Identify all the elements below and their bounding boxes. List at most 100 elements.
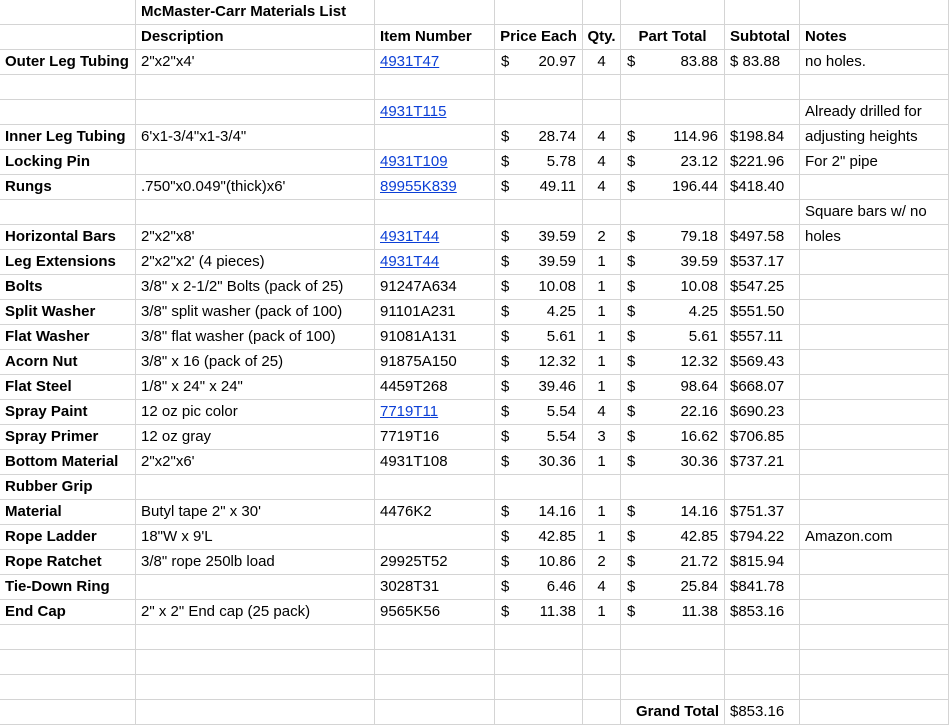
- item-number-link[interactable]: 4931T47: [380, 53, 440, 70]
- table-cell-sub: $569.43: [725, 350, 800, 375]
- table-cell-item: 3028T31: [375, 575, 495, 600]
- table-cell-item[interactable]: 4931T109: [375, 150, 495, 175]
- currency-symbol: $: [501, 328, 510, 345]
- part-total-value: 11.38: [681, 603, 718, 620]
- table-cell-notes: [800, 75, 949, 100]
- item-number: 9565K56: [380, 603, 441, 620]
- table-cell-item[interactable]: 89955K839: [375, 175, 495, 200]
- header-desc: Description: [136, 25, 375, 50]
- table-cell-desc: [136, 475, 375, 500]
- table-cell-price: $20.97: [495, 50, 583, 75]
- table-cell-name: Acorn Nut: [0, 350, 136, 375]
- row-label: Outer Leg Tubing: [5, 53, 129, 70]
- table-cell-part: $30.36: [621, 450, 725, 475]
- table-cell-desc: 3/8" x 2-1/2" Bolts (pack of 25): [136, 275, 375, 300]
- table-cell-name: [0, 75, 136, 100]
- table-cell-item[interactable]: 4931T44: [375, 250, 495, 275]
- item-number: 91875A150: [380, 353, 457, 370]
- part-total-value: 83.88: [680, 53, 718, 70]
- table-cell-name: Locking Pin: [0, 150, 136, 175]
- item-number-link[interactable]: 4931T109: [380, 153, 448, 170]
- table-cell-item[interactable]: 4931T44: [375, 225, 495, 250]
- row-label: Flat Washer: [5, 328, 90, 345]
- table-cell-price: $28.74: [495, 125, 583, 150]
- table-cell-part: $83.88: [621, 50, 725, 75]
- item-number-link[interactable]: 4931T44: [380, 253, 440, 270]
- item-number-link[interactable]: 4931T44: [380, 228, 440, 245]
- table-cell-part: [621, 650, 725, 675]
- table-cell-desc: 12 oz pic color: [136, 400, 375, 425]
- row-label: Flat Steel: [5, 378, 72, 395]
- table-cell-name: Rubber Grip: [0, 475, 136, 500]
- table-cell-price: $5.78: [495, 150, 583, 175]
- table-cell-desc: [136, 200, 375, 225]
- quantity-value: 1: [597, 253, 606, 270]
- grand-total-value: $853.16: [730, 703, 785, 720]
- description-text: Butyl tape 2" x 30': [141, 503, 261, 520]
- table-cell-notes: [800, 275, 949, 300]
- table-cell-desc: [136, 75, 375, 100]
- table-cell-name: [0, 100, 136, 125]
- item-number: 91081A131: [380, 328, 457, 345]
- table-cell-qty: 1: [583, 500, 621, 525]
- grand-total-row-cell: $853.16: [725, 700, 800, 725]
- table-cell-item[interactable]: 4931T115: [375, 100, 495, 125]
- table-cell-item: [375, 675, 495, 700]
- description-text: 12 oz gray: [141, 428, 212, 445]
- table-cell-notes: [800, 450, 949, 475]
- table-cell-sub: [725, 675, 800, 700]
- table-cell-item: 4931T108: [375, 450, 495, 475]
- row-label: Bolts: [5, 278, 43, 295]
- note-text: Already drilled for: [805, 103, 922, 120]
- table-cell-notes: For 2" pipe: [800, 150, 949, 175]
- price-each-value: 39.59: [538, 228, 576, 245]
- table-cell-item[interactable]: 7719T11: [375, 400, 495, 425]
- table-cell-name: Bolts: [0, 275, 136, 300]
- column-header-desc: Description: [141, 28, 224, 45]
- item-number: 29925T52: [380, 553, 448, 570]
- price-each-value: 20.97: [538, 53, 576, 70]
- table-cell-sub: $815.94: [725, 550, 800, 575]
- table-cell-price: [495, 625, 583, 650]
- table-cell-part: $4.25: [621, 300, 725, 325]
- table-cell-sub: $ 83.88: [725, 50, 800, 75]
- table-cell-part: [621, 200, 725, 225]
- table-cell-part: $23.12: [621, 150, 725, 175]
- item-number-link[interactable]: 4931T115: [380, 103, 447, 120]
- table-cell-name: Tie-Down Ring: [0, 575, 136, 600]
- currency-symbol: $: [501, 503, 510, 520]
- row-label: Tie-Down Ring: [5, 578, 110, 595]
- table-cell-desc: 2"x2"x8': [136, 225, 375, 250]
- grand-total-row-cell: Grand Total: [621, 700, 725, 725]
- price-each-value: 5.61: [546, 328, 576, 345]
- subtotal-value: $794.22: [730, 528, 785, 545]
- table-cell-desc: Butyl tape 2" x 30': [136, 500, 375, 525]
- table-cell-qty: 4: [583, 50, 621, 75]
- table-cell-sub: $221.96: [725, 150, 800, 175]
- part-total-value: 16.62: [680, 428, 718, 445]
- table-cell-part: $79.18: [621, 225, 725, 250]
- table-cell-name: Split Washer: [0, 300, 136, 325]
- grand-total-row-cell: [495, 700, 583, 725]
- table-cell-name: Spray Primer: [0, 425, 136, 450]
- row-label: Rungs: [5, 178, 52, 195]
- table-cell-item[interactable]: 4931T47: [375, 50, 495, 75]
- table-cell-item: [375, 125, 495, 150]
- currency-symbol: $: [627, 53, 636, 70]
- item-number-link[interactable]: 7719T11: [380, 403, 439, 420]
- table-cell-item: [375, 200, 495, 225]
- currency-symbol: $: [501, 353, 510, 370]
- table-cell-price: [495, 475, 583, 500]
- subtotal-value: $557.11: [730, 328, 784, 345]
- item-number-link[interactable]: 89955K839: [380, 178, 457, 195]
- quantity-value: 1: [597, 603, 606, 620]
- header-part: Part Total: [621, 25, 725, 50]
- title-row-cell: McMaster-Carr Materials List: [136, 0, 375, 25]
- table-cell-sub: $737.21: [725, 450, 800, 475]
- table-cell-part: $5.61: [621, 325, 725, 350]
- title-row-cell: [800, 0, 949, 25]
- currency-symbol: $: [627, 228, 636, 245]
- table-cell-notes: [800, 550, 949, 575]
- table-cell-name: [0, 625, 136, 650]
- subtotal-value: $569.43: [730, 353, 785, 370]
